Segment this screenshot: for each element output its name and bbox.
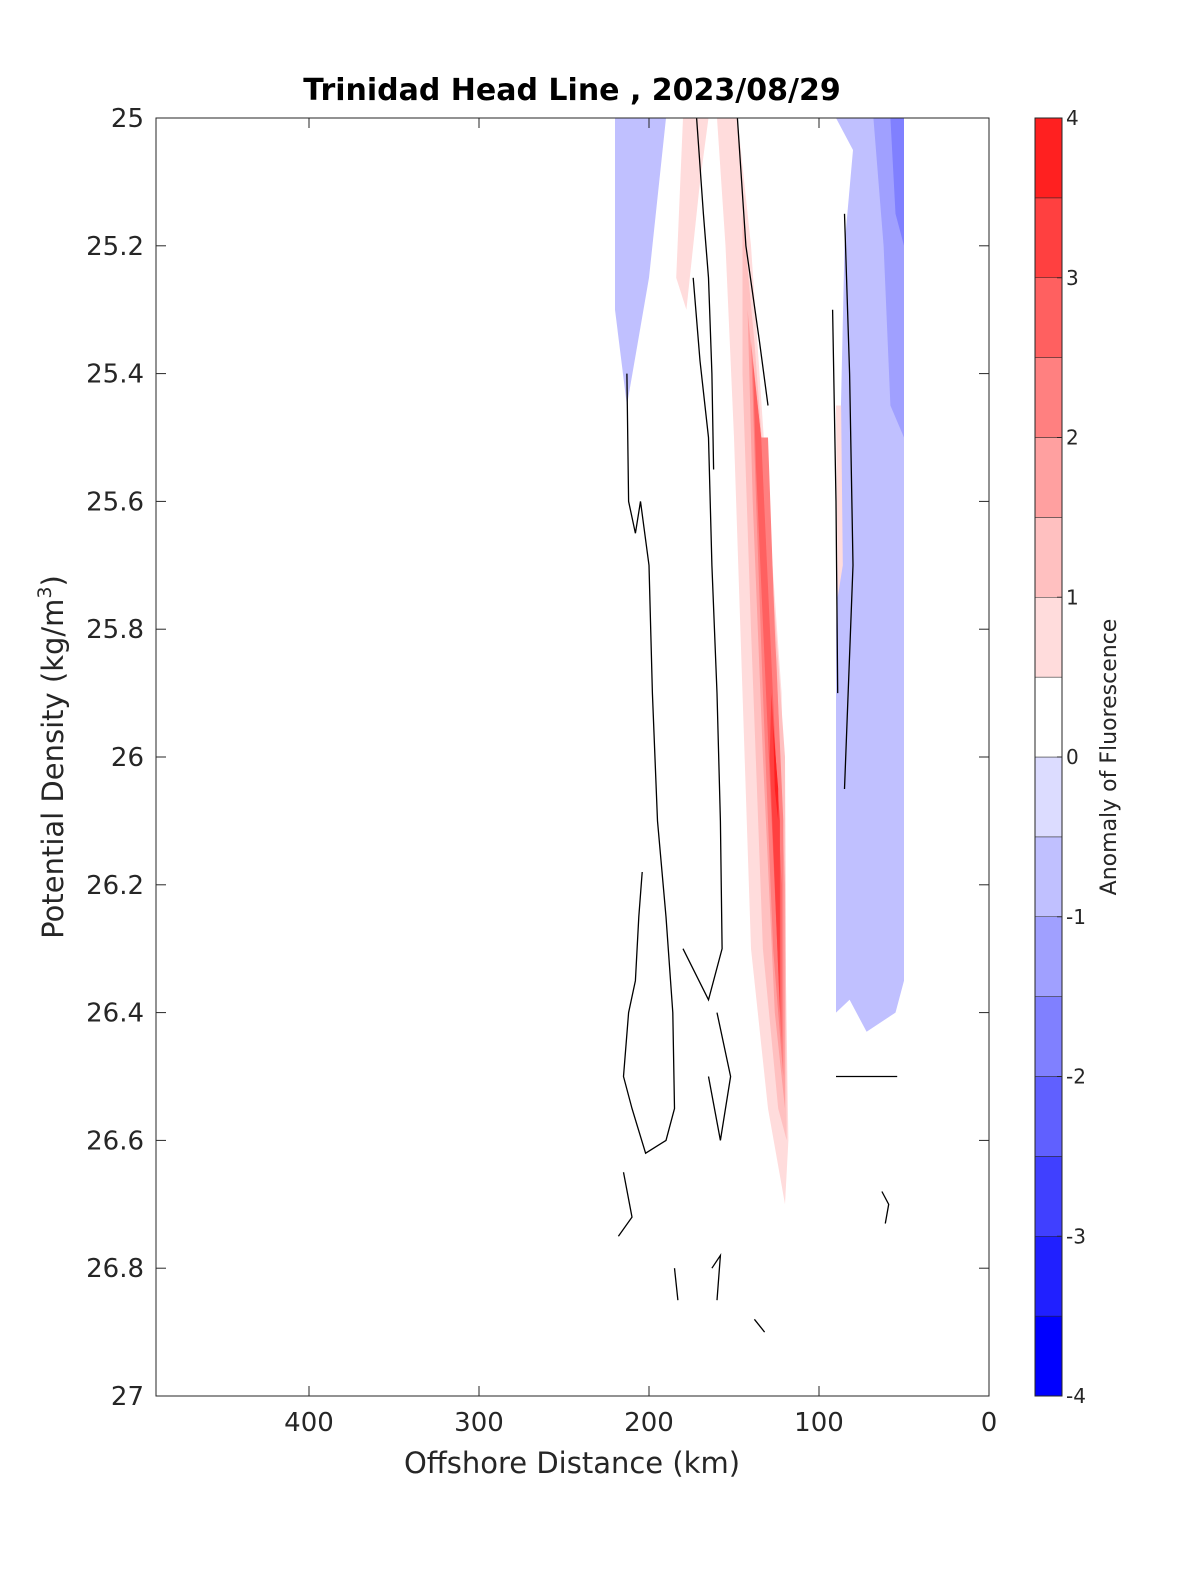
y-tick-label: 25.6 xyxy=(86,487,144,517)
chart-title: Trinidad Head Line , 2023/08/29 xyxy=(303,73,840,108)
y-axis-label-superscript: 3 xyxy=(34,586,56,598)
colorbar-tick-label: -4 xyxy=(1066,1384,1086,1408)
zero-contour-lines xyxy=(617,117,898,1333)
x-tick-label: 100 xyxy=(794,1408,844,1438)
colorbar: 4 3 2 1 0 -1 -2 -3 -4 Anomaly of Fluorescence xyxy=(1034,106,1122,1408)
zero-contour xyxy=(711,1252,722,1301)
plot-area: 400 300 200 100 0 25 25.2 25.4 25.6 25.8 26 26.2 26… xyxy=(86,104,997,1438)
y-tick-label: 27 xyxy=(111,1382,144,1412)
y-axis-label: Potential Density (kg/m3) xyxy=(34,575,70,939)
colorbar-band xyxy=(1034,437,1063,518)
y-tick-label: 26 xyxy=(111,743,144,773)
anomaly-region xyxy=(836,118,904,1032)
zero-contour xyxy=(617,1172,633,1237)
zero-contour xyxy=(881,1191,890,1224)
colorbar-band xyxy=(1034,676,1063,758)
zero-contour xyxy=(707,1012,732,1141)
colorbar-band xyxy=(1034,117,1063,199)
colorbar-tick-label: 2 xyxy=(1066,426,1079,450)
colorbar-band xyxy=(1034,357,1063,438)
y-axis-label-close: ) xyxy=(36,575,70,586)
colorbar-tick-label: 1 xyxy=(1066,585,1079,609)
colorbar-band xyxy=(1034,756,1063,838)
colorbar-label: Anomaly of Fluorescence xyxy=(1097,619,1122,896)
colorbar-bands xyxy=(1034,117,1063,1397)
zero-contour xyxy=(695,117,715,470)
colorbar-band xyxy=(1034,517,1063,598)
y-tick-label: 26.6 xyxy=(86,1126,144,1156)
zero-contour xyxy=(843,213,854,790)
zero-contour xyxy=(673,1268,679,1301)
y-tick-label: 25 xyxy=(111,104,144,134)
colorbar-tick-label: 0 xyxy=(1066,745,1079,769)
colorbar-tick-label: 3 xyxy=(1066,266,1079,290)
zero-contour xyxy=(736,117,769,406)
colorbar-band xyxy=(1034,836,1063,917)
zero-contour xyxy=(622,373,676,1155)
zero-contour xyxy=(831,309,839,694)
colorbar-band xyxy=(1034,916,1063,997)
anomaly-region xyxy=(769,693,780,1013)
anomaly-region xyxy=(615,118,666,406)
zero-contour xyxy=(682,277,723,1002)
y-tick-label: 26.8 xyxy=(86,1254,144,1284)
x-axis-ticks: 400 300 200 100 0 xyxy=(284,118,997,1438)
colorbar-ticks: 4 3 2 1 0 -1 -2 -3 -4 xyxy=(1057,106,1086,1408)
colorbar-band xyxy=(1034,1315,1063,1397)
y-tick-label: 26.4 xyxy=(86,999,144,1029)
y-axis-ticks: 25 25.2 25.4 25.6 25.8 26 26.2 26.4 26.6 26.8 27 xyxy=(86,104,989,1412)
colorbar-tick-label: -2 xyxy=(1066,1065,1086,1089)
anomaly-region xyxy=(890,118,904,246)
anomaly-region xyxy=(773,725,779,821)
x-tick-label: 200 xyxy=(624,1408,674,1438)
colorbar-tick-label: 4 xyxy=(1066,106,1079,130)
x-tick-label: 400 xyxy=(284,1408,334,1438)
x-tick-label: 0 xyxy=(981,1408,998,1438)
anomaly-region xyxy=(836,405,843,598)
colorbar-band xyxy=(1034,1236,1063,1317)
colorbar-band xyxy=(1034,597,1063,678)
colorbar-band xyxy=(1034,996,1063,1077)
colorbar-band xyxy=(1034,1156,1063,1237)
colorbar-band xyxy=(1034,277,1063,358)
y-axis-label-main: Potential Density (kg/m xyxy=(36,599,70,939)
colorbar-tick-label: -3 xyxy=(1066,1224,1086,1248)
colorbar-band xyxy=(1034,197,1063,278)
x-axis-label: Offshore Distance (km) xyxy=(404,1446,740,1480)
y-tick-label: 25.8 xyxy=(86,615,144,645)
anomaly-fill-regions xyxy=(615,118,904,1205)
y-tick-label: 25.2 xyxy=(86,232,144,262)
y-tick-label: 25.4 xyxy=(86,360,144,390)
x-tick-label: 300 xyxy=(454,1408,504,1438)
zero-contour xyxy=(753,1318,766,1333)
colorbar-tick-label: -1 xyxy=(1066,905,1086,929)
y-tick-label: 26.2 xyxy=(86,871,144,901)
colorbar-band xyxy=(1034,1076,1063,1157)
